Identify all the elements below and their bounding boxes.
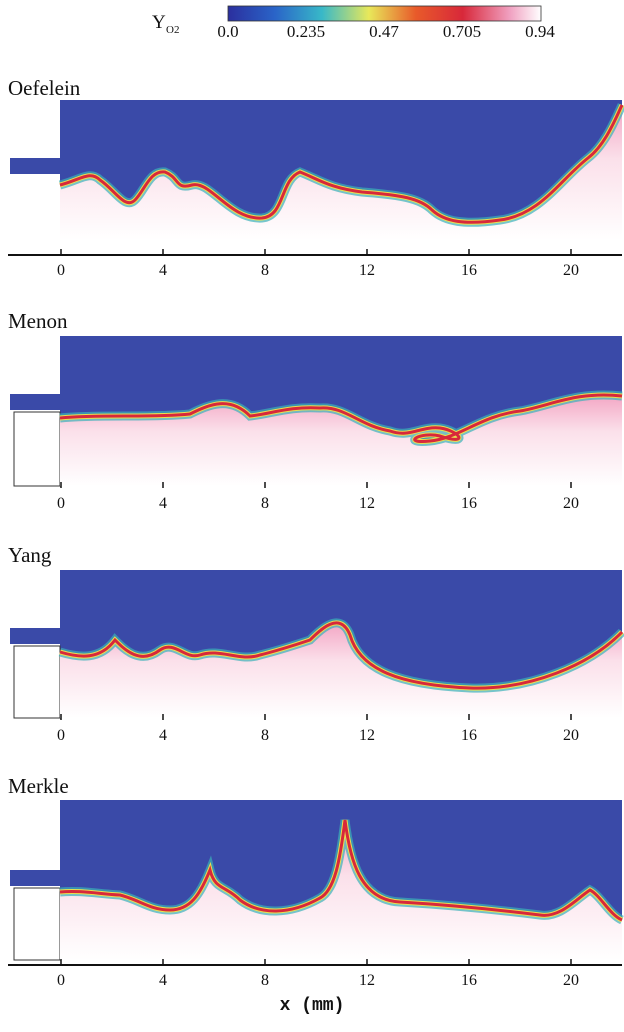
tick-label: 12 <box>359 972 375 989</box>
x-axis-label: x (mm) <box>280 996 345 1016</box>
tick-label: 4 <box>159 262 167 279</box>
inlet-post <box>10 158 60 174</box>
contour-field <box>10 100 624 240</box>
interface-inner <box>59 393 623 443</box>
tick-label: 4 <box>159 972 167 989</box>
panel: Yang 0 4 8 12 16 20 <box>8 543 624 744</box>
tick-label: 16 <box>461 495 477 512</box>
tick-label: 16 <box>461 972 477 989</box>
inlet-post <box>10 628 60 644</box>
fuel-inlet <box>13 887 61 961</box>
colorbar <box>227 5 542 22</box>
tick-label: 16 <box>461 262 477 279</box>
colorbar-tick-label: 0.94 <box>525 22 555 41</box>
tick-label: 20 <box>563 727 579 744</box>
colorbar-tick-label: 0.235 <box>287 22 325 41</box>
inlet-post <box>10 394 60 410</box>
fuel-region <box>60 622 622 718</box>
tick-label: 20 <box>563 495 579 512</box>
tick-label: 20 <box>563 262 579 279</box>
panel-title: Yang <box>8 543 52 567</box>
tick-label: 0 <box>57 495 65 512</box>
colorbar-label: Y <box>152 12 166 33</box>
colorbar-tick-label: 0.0 <box>217 22 238 41</box>
colorbar-tick-label: 0.47 <box>369 22 399 41</box>
inlet-post <box>10 870 60 886</box>
tick-label: 0 <box>57 972 65 989</box>
panel-title: Oefelein <box>8 76 81 100</box>
tick-label: 12 <box>359 495 375 512</box>
contour-field <box>10 570 624 719</box>
fuel-region <box>60 820 622 960</box>
contour-field <box>10 336 623 487</box>
tick-label: 8 <box>261 727 269 744</box>
tick-label: 4 <box>159 495 167 512</box>
fuel-region <box>60 394 622 486</box>
interface-inner <box>59 819 623 922</box>
panel: Menon 0 4 8 12 16 20 <box>8 309 623 512</box>
interface-inner <box>59 621 624 690</box>
interface-inner <box>59 104 624 224</box>
tick-label: 20 <box>563 972 579 989</box>
tick-label: 16 <box>461 727 477 744</box>
tick-label: 8 <box>261 972 269 989</box>
tick-label: 0 <box>57 727 65 744</box>
fuel-inlet <box>13 411 61 487</box>
tick-label: 8 <box>261 262 269 279</box>
fuel-inlet <box>13 645 61 719</box>
tick-label: 8 <box>261 495 269 512</box>
tick-label: 12 <box>359 727 375 744</box>
panel: Merkle 0 4 8 12 16 20 <box>8 774 624 989</box>
contour-field <box>10 800 624 961</box>
fuel-region <box>60 105 622 240</box>
tick-label: 0 <box>57 262 65 279</box>
panel-title: Menon <box>8 309 68 333</box>
colorbar-label-sub: O2 <box>166 24 179 36</box>
panel-title: Merkle <box>8 774 69 798</box>
panel: Oefelein 0 4 8 12 16 20 <box>8 76 624 279</box>
tick-label: 4 <box>159 727 167 744</box>
colorbar-tick-label: 0.705 <box>443 22 481 41</box>
tick-label: 12 <box>359 262 375 279</box>
